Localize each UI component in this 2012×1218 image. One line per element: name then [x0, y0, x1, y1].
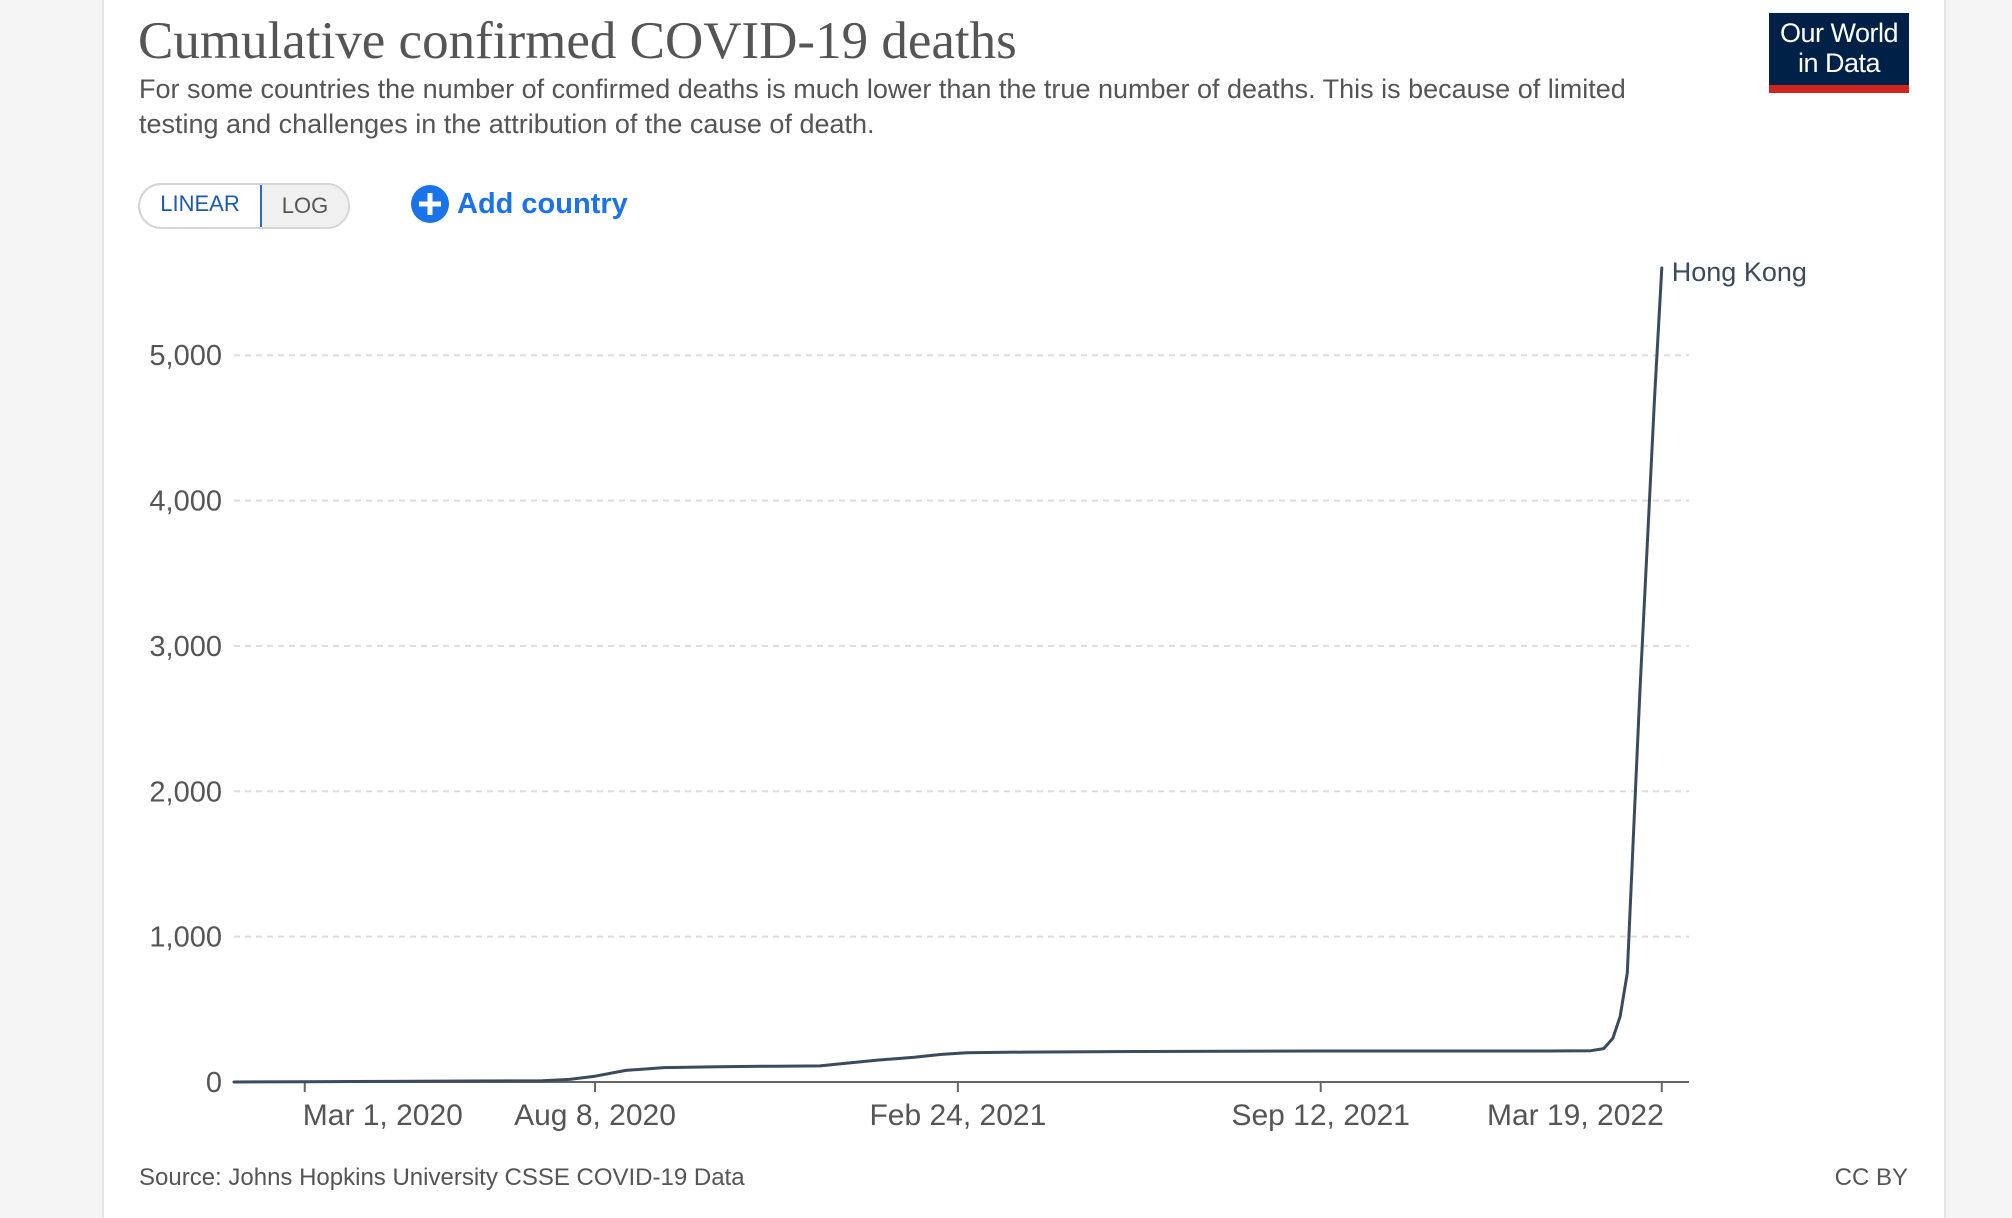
add-country-button[interactable]: Add country — [411, 182, 628, 226]
logo-line-2: in Data — [1797, 48, 1881, 78]
log-scale-button[interactable]: LOG — [262, 185, 348, 227]
add-country-label: Add country — [457, 187, 628, 220]
logo-line-1: Our World — [1779, 18, 1899, 48]
chart-subtitle: For some countries the number of confirm… — [139, 74, 1626, 139]
owid-logo[interactable]: Our World in Data — [1769, 13, 1909, 93]
source-note[interactable]: Source: Johns Hopkins University CSSE CO… — [139, 1164, 745, 1191]
license-link[interactable]: CC BY — [1834, 1164, 1908, 1191]
linear-scale-button[interactable]: LINEAR — [140, 185, 262, 227]
chart-card — [102, 0, 1946, 1218]
plus-circle-icon — [411, 185, 449, 223]
scale-toggle: LINEAR LOG — [138, 183, 350, 229]
chart-title: Cumulative confirmed COVID-19 deaths — [138, 12, 1017, 70]
